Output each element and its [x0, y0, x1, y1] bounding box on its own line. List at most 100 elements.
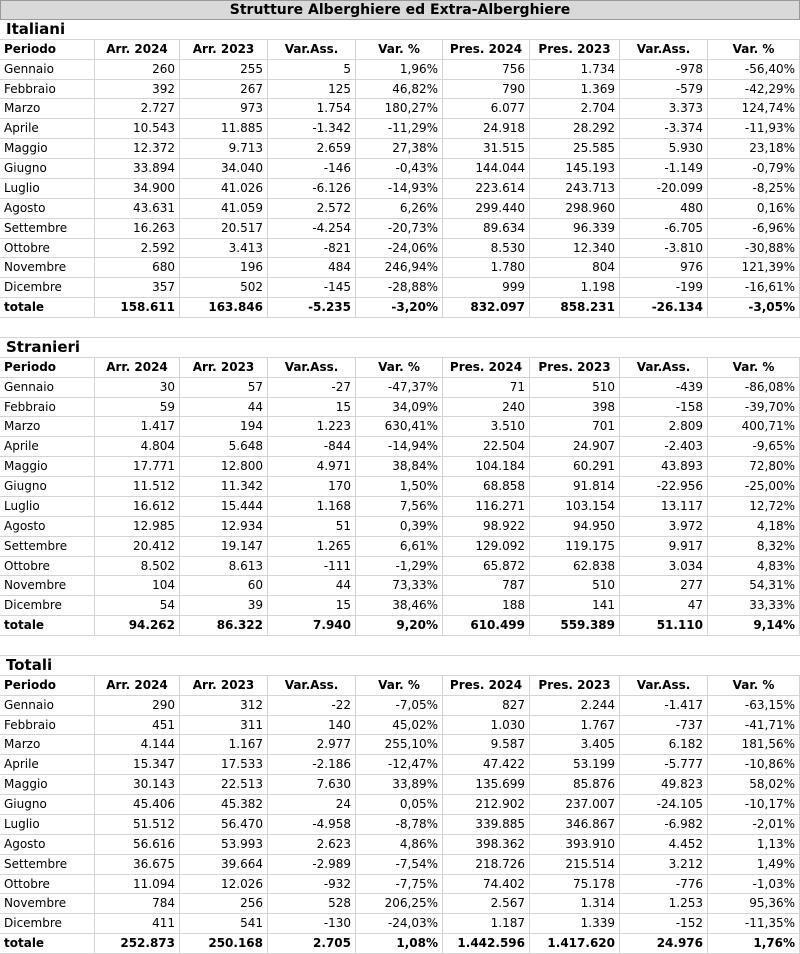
cell: Var. % — [708, 39, 800, 59]
cell: 28.292 — [530, 119, 620, 139]
cell: 12.340 — [530, 238, 620, 258]
cell: 144.044 — [443, 159, 530, 178]
cell: 71 — [443, 377, 530, 397]
cell: Pres. 2023 — [530, 39, 620, 59]
row-label: Luglio — [0, 178, 95, 198]
cell: 125 — [268, 79, 356, 99]
cell: 484 — [268, 258, 356, 278]
cell: 196 — [180, 258, 268, 278]
cell: 75.178 — [530, 874, 620, 894]
cell: -8,25% — [708, 178, 800, 198]
cell: 4.971 — [268, 457, 356, 476]
cell: 1.767 — [530, 715, 620, 735]
row-label: Aprile — [0, 119, 95, 139]
cell: -16,61% — [708, 278, 800, 298]
cell: 9,20% — [356, 616, 443, 635]
cell: 38,84% — [356, 457, 443, 476]
row-label: totale — [0, 934, 95, 953]
cell: 15.444 — [180, 496, 268, 516]
cell: 57 — [180, 377, 268, 397]
cell: 12.934 — [180, 516, 268, 536]
cell: -2.989 — [268, 854, 356, 874]
cell: -30,88% — [708, 238, 800, 258]
row-label: Ottobre — [0, 556, 95, 576]
row-label: Novembre — [0, 258, 95, 278]
cell: 246,94% — [356, 258, 443, 278]
header-row: Periodo Arr. 2024 Arr. 2023 Var.Ass. Var. % P… — [0, 675, 800, 696]
cell: 33.894 — [95, 159, 180, 178]
row-label: Agosto — [0, 198, 95, 218]
cell: 33,33% — [708, 596, 800, 616]
cell: 206,25% — [356, 894, 443, 914]
cell: -24,03% — [356, 914, 443, 934]
cell: -22 — [268, 695, 356, 715]
cell: 23,18% — [708, 139, 800, 158]
cell: -3.810 — [620, 238, 708, 258]
row-label: Marzo — [0, 735, 95, 755]
cell: -2.186 — [268, 755, 356, 775]
cell: -5.777 — [620, 755, 708, 775]
cell: 2.572 — [268, 198, 356, 218]
cell: 277 — [620, 576, 708, 596]
cell: Var. % — [356, 675, 443, 695]
cell: Var.Ass. — [620, 39, 708, 59]
row-label: Ottobre — [0, 238, 95, 258]
cell: 832.097 — [443, 298, 530, 317]
cell: -1.342 — [268, 119, 356, 139]
row-label: Dicembre — [0, 596, 95, 616]
data-row: Giugno 33.894 34.040 -146 -0,43% 144.044 145.1… — [0, 159, 800, 179]
cell: 51 — [268, 516, 356, 536]
cell: -11,93% — [708, 119, 800, 139]
cell: 96.339 — [530, 218, 620, 238]
cell: 346.867 — [530, 814, 620, 834]
cell: 680 — [95, 258, 180, 278]
row-label: Luglio — [0, 814, 95, 834]
cell: 237.007 — [530, 795, 620, 814]
cell: 51.512 — [95, 814, 180, 834]
cell: 124,74% — [708, 99, 800, 119]
cell: 72,80% — [708, 457, 800, 476]
cell: 17.533 — [180, 755, 268, 775]
cell: 4,83% — [708, 556, 800, 576]
cell: 451 — [95, 715, 180, 735]
data-row: Settembre 20.412 19.147 1.265 6,61% 129.092 11… — [0, 536, 800, 557]
data-row: Marzo 4.144 1.167 2.977 255,10% 9.587 3.405 6.1… — [0, 735, 800, 756]
cell: 11.885 — [180, 119, 268, 139]
cell: 36.675 — [95, 854, 180, 874]
cell: 85.876 — [530, 775, 620, 794]
cell: 267 — [180, 79, 268, 99]
cell: 7.940 — [268, 616, 356, 635]
cell: 784 — [95, 894, 180, 914]
cell: 255,10% — [356, 735, 443, 755]
cell: 10.543 — [95, 119, 180, 139]
cell: 9,14% — [708, 616, 800, 635]
cell: 510 — [530, 576, 620, 596]
cell: 411 — [95, 914, 180, 934]
cell: 1.369 — [530, 79, 620, 99]
cell: 24.907 — [530, 437, 620, 457]
cell: 74.402 — [443, 874, 530, 894]
row-label: Giugno — [0, 795, 95, 814]
cell: 4.804 — [95, 437, 180, 457]
row-label: Giugno — [0, 159, 95, 178]
cell: 121,39% — [708, 258, 800, 278]
data-row: Settembre 16.263 20.517 -4.254 -20,73% 89.634… — [0, 218, 800, 239]
cell: 1.168 — [268, 496, 356, 516]
row-label: Settembre — [0, 536, 95, 556]
cell: 68.858 — [443, 477, 530, 496]
row-label: totale — [0, 616, 95, 635]
cell: 8.530 — [443, 238, 530, 258]
row-label: Aprile — [0, 755, 95, 775]
cell: -130 — [268, 914, 356, 934]
cell: Var.Ass. — [268, 357, 356, 377]
cell: -11,29% — [356, 119, 443, 139]
cell: 7,56% — [356, 496, 443, 516]
cell: -1.417 — [620, 695, 708, 715]
cell: 999 — [443, 278, 530, 298]
cell: -27 — [268, 377, 356, 397]
cell: 357 — [95, 278, 180, 298]
data-row: Agosto 56.616 53.993 2.623 4,86% 398.362 393.9… — [0, 834, 800, 855]
data-row: Gennaio 30 57 -27 -47,37% 71 510 -439 -86,08% — [0, 377, 800, 398]
cell: 218.726 — [443, 854, 530, 874]
row-label: Agosto — [0, 516, 95, 536]
